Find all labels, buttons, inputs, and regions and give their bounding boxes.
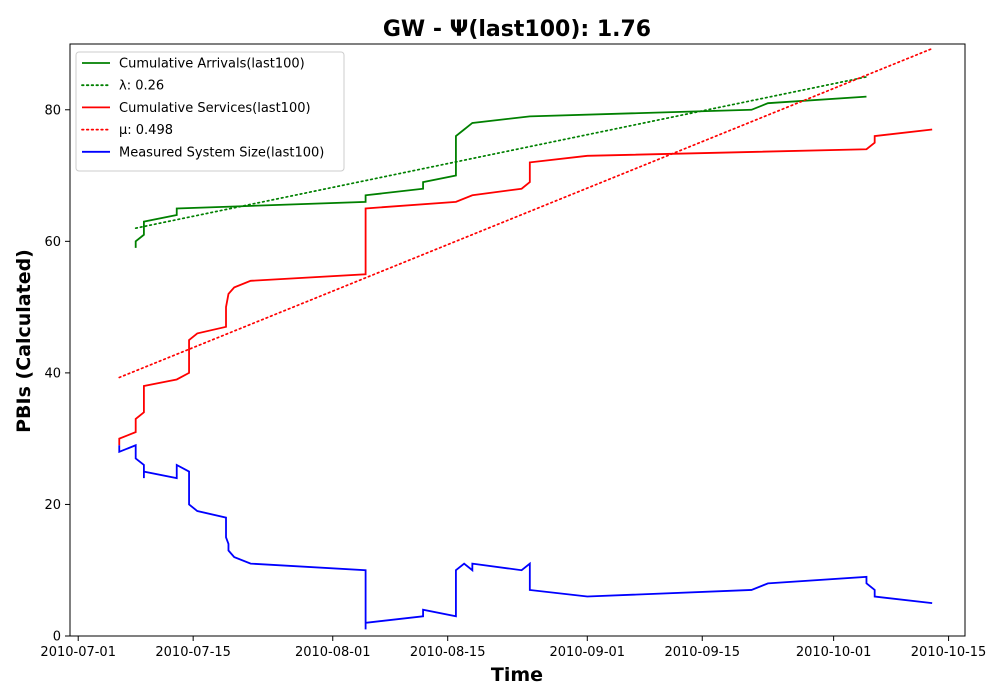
x-tick-label-5: 2010-09-15 [664, 645, 740, 660]
series-line-4 [118, 443, 933, 630]
x-tick-label-7: 2010-10-15 [911, 645, 987, 660]
y-axis-label: PBIs (Calculated) [13, 249, 35, 433]
series-line-1 [134, 76, 868, 230]
x-tick-label-3: 2010-08-15 [410, 645, 486, 660]
legend-entry-0: Cumulative Arrivals(last100) [119, 57, 305, 72]
legend-box [75, 51, 345, 172]
x-axis-label: Time [491, 664, 543, 686]
series-line-2 [118, 128, 933, 446]
x-tick-label-0: 2010-07-01 [40, 645, 116, 660]
y-tick-label-4: 80 [44, 103, 61, 118]
legend-entry-3: μ: 0.498 [119, 123, 173, 138]
legend-entry-4: Measured System Size(last100) [119, 145, 324, 160]
legend: Cumulative Arrivals(last100) λ: 0.26 Cumul… [75, 51, 345, 172]
series-line-0 [134, 95, 867, 248]
x-tick-label-2: 2010-08-01 [295, 645, 371, 660]
x-axis: 2010-07-01 2010-07-15 2010-08-01 2010-08-15… [40, 636, 986, 660]
y-tick-label-1: 20 [44, 498, 61, 513]
y-axis: 0 20 40 60 80 [44, 103, 70, 645]
x-tick-label-4: 2010-09-01 [550, 645, 626, 660]
series-line-3 [118, 47, 934, 379]
y-tick-label-3: 60 [44, 235, 61, 250]
chart-title: GW - Ψ(last100): 1.76 [383, 17, 651, 42]
y-tick-label-2: 40 [44, 366, 61, 381]
legend-entry-1: λ: 0.26 [119, 79, 164, 94]
x-tick-label-6: 2010-10-01 [796, 645, 872, 660]
x-tick-label-1: 2010-07-15 [155, 645, 231, 660]
legend-entry-2: Cumulative Services(last100) [119, 101, 311, 116]
y-tick-label-0: 0 [53, 630, 61, 645]
series-layer [118, 47, 934, 630]
plot-frame [69, 43, 966, 637]
